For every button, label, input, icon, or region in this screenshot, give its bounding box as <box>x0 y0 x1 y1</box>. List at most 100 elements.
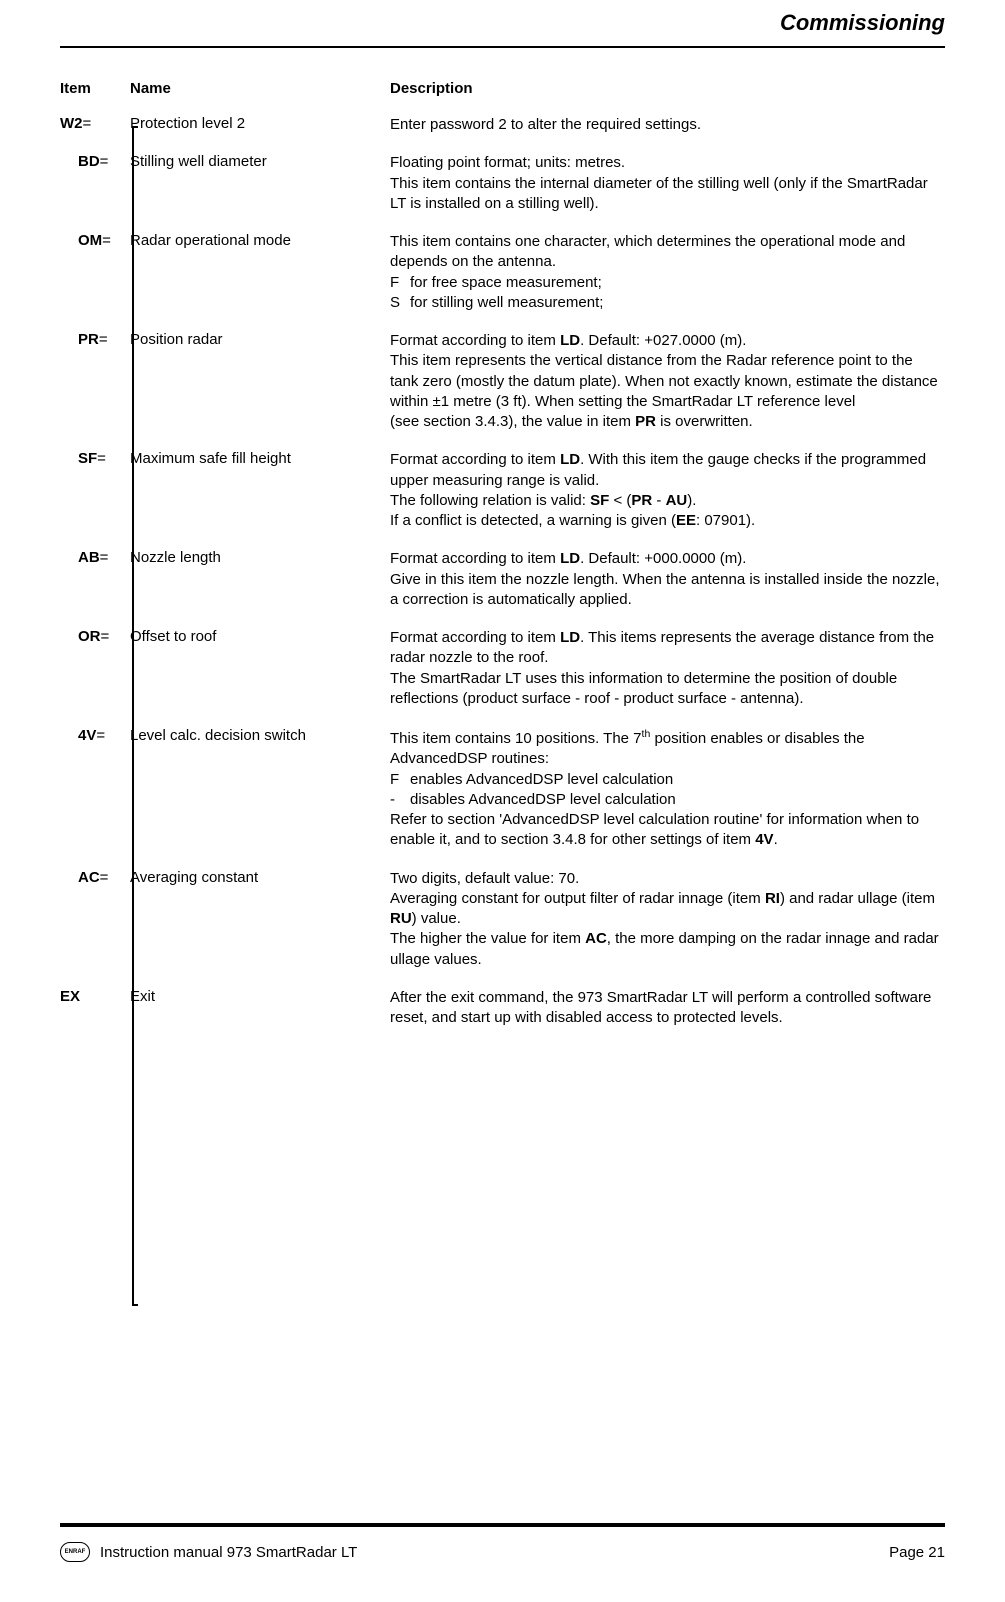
desc-text: Give in this item the nozzle length. Whe… <box>390 571 940 608</box>
item-description: Format according to item LD. This items … <box>390 628 945 709</box>
desc-bold: PR <box>631 492 652 509</box>
content-area: Item Name Description W2=Protection leve… <box>60 80 945 1046</box>
desc-bold: AU <box>666 492 688 509</box>
item-name: Nozzle length <box>130 549 390 566</box>
item-name: Position radar <box>130 331 390 348</box>
desc-text: < ( <box>609 492 631 509</box>
item-suffix: = <box>99 331 108 348</box>
item-code-cell: OR= <box>60 628 130 645</box>
item-code-cell: PR= <box>60 331 130 348</box>
desc-bold: LD <box>560 332 580 349</box>
item-code-cell: 4V= <box>60 727 130 744</box>
item-name: Exit <box>130 988 390 1005</box>
desc-bold: AC <box>585 930 607 947</box>
desc-text: This item contains 10 positions. The 7 <box>390 730 642 747</box>
option-key: F <box>390 770 410 790</box>
desc-bold: LD <box>560 451 580 468</box>
desc-text: : 07901). <box>696 512 755 529</box>
desc-bold: RI <box>765 890 780 907</box>
desc-text: . <box>774 831 778 848</box>
option-text: disables AdvancedDSP level calculation <box>410 790 676 810</box>
desc-text: Enter password 2 to alter the required s… <box>390 116 701 133</box>
table-header-row: Item Name Description <box>60 80 945 97</box>
item-suffix: = <box>100 549 109 566</box>
item-code-cell: SF= <box>60 450 130 467</box>
desc-text: (see section 3.4.3), the value in item <box>390 413 635 430</box>
table-row: EXExitAfter the exit command, the 973 Sm… <box>60 988 945 1029</box>
desc-text: Two digits, default value: 70. <box>390 870 579 887</box>
desc-text: Format according to item <box>390 550 560 567</box>
option-text: for free space measurement; <box>410 273 602 293</box>
desc-text: This item contains the internal diameter… <box>390 175 928 212</box>
desc-text: . Default: +000.0000 (m). <box>580 550 746 567</box>
option-row: -disables AdvancedDSP level calculation <box>390 790 945 810</box>
desc-text: Format according to item <box>390 332 560 349</box>
item-suffix: = <box>97 450 106 467</box>
page-number: Page 21 <box>889 1544 945 1561</box>
item-suffix: = <box>96 727 105 744</box>
item-code-cell: OM= <box>60 232 130 249</box>
desc-text: ). <box>687 492 696 509</box>
table-row: PR=Position radarFormat according to ite… <box>60 331 945 432</box>
item-code: AB <box>78 549 100 566</box>
item-code: 4V <box>78 727 96 744</box>
item-code: W2 <box>60 115 83 132</box>
desc-text: ) and radar ullage (item <box>780 890 935 907</box>
table-row: W2=Protection level 2Enter password 2 to… <box>60 115 945 135</box>
table-row: BD=Stilling well diameterFloating point … <box>60 153 945 214</box>
header-name: Name <box>130 80 390 97</box>
desc-text: The following relation is valid: <box>390 492 590 509</box>
option-key: S <box>390 293 410 313</box>
option-row: Fenables AdvancedDSP level calculation <box>390 770 945 790</box>
item-name: Protection level 2 <box>130 115 390 132</box>
item-code-cell: W2= <box>60 115 130 132</box>
logo-icon: ENRAF <box>60 1542 90 1562</box>
desc-bold: RU <box>390 910 412 927</box>
page-footer: ENRAF Instruction manual 973 SmartRadar … <box>60 1542 945 1562</box>
table-row: SF=Maximum safe fill heightFormat accord… <box>60 450 945 531</box>
header-rule <box>60 46 945 48</box>
group-bracket <box>132 126 134 1306</box>
option-row: Ffor free space measurement; <box>390 273 945 293</box>
desc-text: Averaging constant for output filter of … <box>390 890 765 907</box>
item-description: This item contains one character, which … <box>390 232 945 313</box>
item-description: Format according to item LD. With this i… <box>390 450 945 531</box>
item-code: AC <box>78 869 100 886</box>
header-description: Description <box>390 80 945 97</box>
desc-text: Format according to item <box>390 451 560 468</box>
desc-text: - <box>652 492 665 509</box>
desc-text: is overwritten. <box>656 413 753 430</box>
desc-superscript: th <box>642 728 651 740</box>
item-description: Two digits, default value: 70. Averaging … <box>390 869 945 970</box>
desc-text: This item contains one character, which … <box>390 233 905 270</box>
desc-bold: 4V <box>755 831 773 848</box>
desc-bold: SF <box>590 492 609 509</box>
item-suffix: = <box>100 153 109 170</box>
item-name: Offset to roof <box>130 628 390 645</box>
desc-bold: LD <box>560 550 580 567</box>
item-description: Floating point format; units: metres.Thi… <box>390 153 945 214</box>
item-code: PR <box>78 331 99 348</box>
item-description: Enter password 2 to alter the required s… <box>390 115 945 135</box>
item-description: After the exit command, the 973 SmartRad… <box>390 988 945 1029</box>
item-code: SF <box>78 450 97 467</box>
desc-text: Refer to section 'AdvancedDSP level calc… <box>390 811 919 848</box>
table-row: 4V=Level calc. decision switchThis item … <box>60 727 945 851</box>
manual-title: Instruction manual 973 SmartRadar LT <box>100 1544 357 1561</box>
header-item: Item <box>60 80 130 97</box>
desc-text: After the exit command, the 973 SmartRad… <box>390 989 931 1026</box>
desc-text: Format according to item <box>390 629 560 646</box>
item-name: Radar operational mode <box>130 232 390 249</box>
desc-bold: PR <box>635 413 656 430</box>
item-suffix: = <box>102 232 111 249</box>
table-row: AB= Nozzle lengthFormat according to item… <box>60 549 945 610</box>
footer-left: ENRAF Instruction manual 973 SmartRadar … <box>60 1542 357 1562</box>
table-row: AC=Averaging constantTwo digits, default… <box>60 869 945 970</box>
option-key: - <box>390 790 410 810</box>
item-description: Format according to item LD. Default: +0… <box>390 549 945 610</box>
option-text: for stilling well measurement; <box>410 293 603 313</box>
item-code-cell: EX <box>60 988 130 1005</box>
item-description: Format according to item LD. Default: +0… <box>390 331 945 432</box>
item-code-cell: BD= <box>60 153 130 170</box>
item-name: Maximum safe fill height <box>130 450 390 467</box>
